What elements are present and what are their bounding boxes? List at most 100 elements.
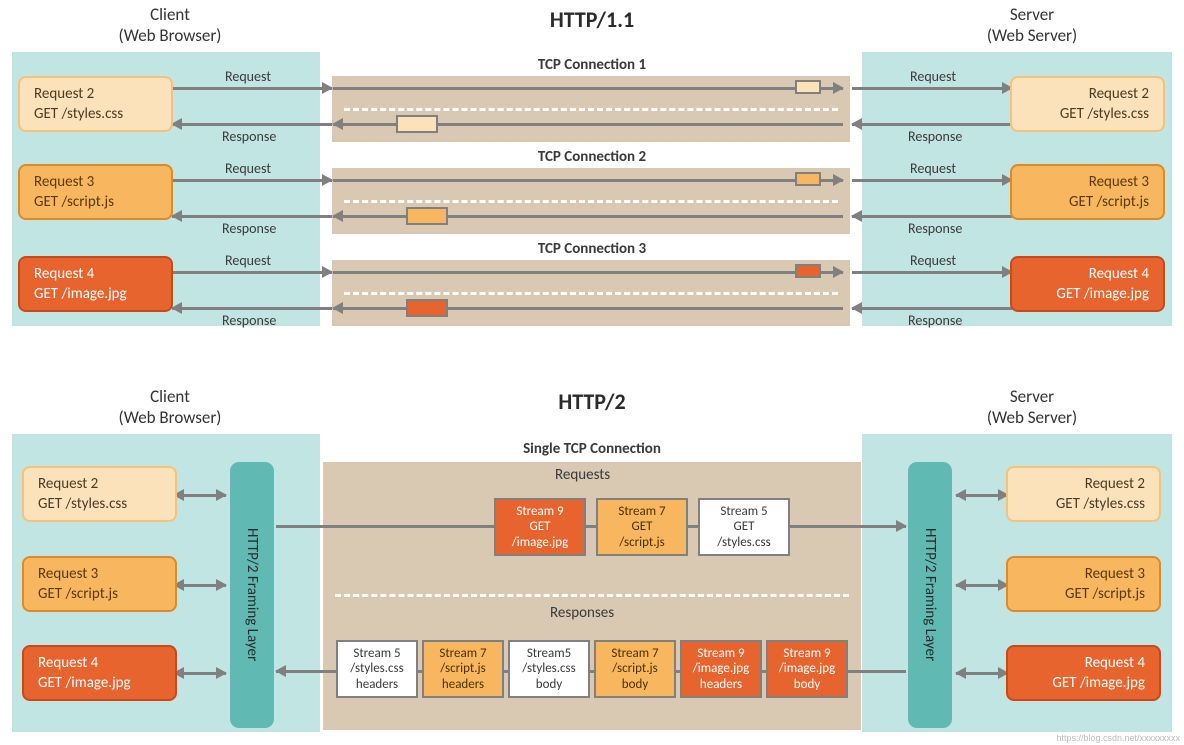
stream-l3: /image.jpg: [500, 535, 580, 551]
tcp2-client-res-arrow: [172, 215, 332, 218]
http2-dash: [335, 594, 849, 597]
card-path: GET /image.jpg: [34, 284, 127, 304]
tcp2-client-res-lbl: Response: [222, 220, 276, 237]
client2-l2: (Web Browser): [119, 407, 222, 428]
server2-card-r3: Request 3 GET /script.js: [1006, 556, 1161, 612]
tcp1-client-req-lbl: Request: [225, 68, 271, 85]
client2-card-r4: Request 4 GET /image.jpg: [22, 645, 177, 701]
card-title: Request 2: [34, 84, 94, 104]
tcp3-client-req-arrow: [172, 271, 332, 274]
tcp1-server-req-arrow: [852, 87, 1012, 90]
card-title: Request 2: [1089, 84, 1149, 104]
card-title: Request 3: [38, 564, 98, 584]
framing-text: HTTP/2 Framing Layer: [243, 528, 261, 661]
tcp1-res-packet: [396, 115, 438, 133]
stream-l3: body: [772, 677, 842, 693]
server-card-r3: Request 3 GET /script.js: [1010, 164, 1165, 220]
tcp2-client-req-lbl: Request: [225, 160, 271, 177]
card-title: Request 4: [34, 264, 94, 284]
server-card-r4: Request 4 GET /image.jpg: [1010, 256, 1165, 312]
card-path: GET /image.jpg: [1056, 284, 1149, 304]
stream-box: Stream 9/image.jpgheaders: [680, 640, 762, 698]
stream-l1: Stream 7: [600, 646, 670, 662]
stream-l3: headers: [342, 677, 412, 693]
stream-box: Stream 7/script.jsbody: [594, 640, 676, 698]
tcp3-client-res-lbl: Response: [222, 312, 276, 329]
tcp2-dash: [344, 200, 838, 203]
framing-layer-server: HTTP/2 Framing Layer: [908, 462, 952, 728]
tcp1-server-res-lbl: Response: [908, 128, 962, 145]
stream-l2: /script.js: [600, 661, 670, 677]
card-path: GET /styles.css: [34, 104, 123, 124]
tcp3-dash: [344, 292, 838, 295]
stream-l1: Stream5: [514, 646, 584, 662]
card-path: GET /image.jpg: [1052, 673, 1145, 693]
card-path: GET /styles.css: [1056, 494, 1145, 514]
tcp3-client-res-arrow: [172, 307, 332, 310]
server2-l1: Server: [1010, 386, 1054, 407]
server-label-1: Server (Web Server): [942, 4, 1122, 47]
tcp1-dash: [344, 108, 838, 111]
tcp2-server-req-lbl: Request: [910, 160, 956, 177]
stream-l2: GET: [500, 519, 580, 535]
client2-card-r2: Request 2 GET /styles.css: [22, 466, 177, 522]
stream-l2: GET: [602, 519, 682, 535]
tcp3-mid-req-arrow: [333, 271, 843, 274]
stream-l2: /styles.css: [342, 661, 412, 677]
stream-box: Stream5/styles.cssbody: [508, 640, 590, 698]
tcp2-server-res-arrow: [852, 215, 1012, 218]
tcp1-req-packet: [795, 80, 821, 94]
client-label-1: Client (Web Browser): [80, 4, 260, 47]
stream-l3: body: [600, 677, 670, 693]
card-title: Request 2: [1085, 474, 1145, 494]
request-streams: Stream 9GET/image.jpgStream 7GET/script.…: [494, 498, 790, 556]
tcp2-req-packet: [795, 172, 821, 186]
tcp2-mid-req-arrow: [333, 179, 843, 182]
card-path: GET /script.js: [34, 192, 114, 212]
stream-l3: body: [514, 677, 584, 693]
server-label-2: Server (Web Server): [942, 386, 1122, 429]
tcp3-res-packet: [406, 299, 448, 317]
single-tcp-title: Single TCP Connection: [0, 440, 1184, 458]
requests-label: Requests: [555, 466, 610, 484]
stream-l3: /script.js: [602, 535, 682, 551]
tcp2-server-res-lbl: Response: [908, 220, 962, 237]
stream-l2: /styles.css: [514, 661, 584, 677]
response-streams: Stream 5/styles.cssheadersStream 7/scrip…: [336, 640, 848, 698]
stream-box: Stream 5/styles.cssheaders: [336, 640, 418, 698]
client-l2: (Web Browser): [119, 25, 222, 46]
stream-l1: Stream 5: [704, 504, 784, 520]
tcp3-req-packet: [795, 264, 821, 278]
tcp2-title: TCP Connection 2: [0, 148, 1184, 166]
stream-l1: Stream 7: [428, 646, 498, 662]
stream-box: Stream 9/image.jpgbody: [766, 640, 848, 698]
responses-label: Responses: [550, 604, 614, 622]
stream-l1: Stream 5: [342, 646, 412, 662]
stream-box: Stream 5GET/styles.css: [698, 498, 790, 556]
tcp1-client-res-arrow: [172, 123, 332, 126]
stream-l2: /image.jpg: [772, 661, 842, 677]
stream-box: Stream 7GET/script.js: [596, 498, 688, 556]
tcp2-client-req-arrow: [172, 179, 332, 182]
stream-l3: headers: [686, 677, 756, 693]
client2-l1: Client: [150, 386, 190, 407]
server-link-r4: [956, 672, 1008, 675]
client-link-r3: [174, 584, 226, 587]
stream-l3: /styles.css: [704, 535, 784, 551]
stream-l2: GET: [704, 519, 784, 535]
card-title: Request 4: [1089, 264, 1149, 284]
card-path: GET /styles.css: [1060, 104, 1149, 124]
stream-l1: Stream 7: [602, 504, 682, 520]
card-path: GET /script.js: [1069, 192, 1149, 212]
stream-l1: Stream 9: [686, 646, 756, 662]
server2-card-r4: Request 4 GET /image.jpg: [1006, 645, 1161, 701]
tcp2-server-req-arrow: [852, 179, 1012, 182]
client-card-r3: Request 3 GET /script.js: [18, 164, 173, 220]
tcp3-client-req-lbl: Request: [225, 252, 271, 269]
stream-box: Stream 9GET/image.jpg: [494, 498, 586, 556]
card-title: Request 3: [1085, 564, 1145, 584]
framing-layer-client: HTTP/2 Framing Layer: [230, 462, 274, 728]
tcp2-res-packet: [406, 207, 448, 225]
server-link-r2: [956, 494, 1008, 497]
tcp3-server-res-arrow: [852, 307, 1012, 310]
